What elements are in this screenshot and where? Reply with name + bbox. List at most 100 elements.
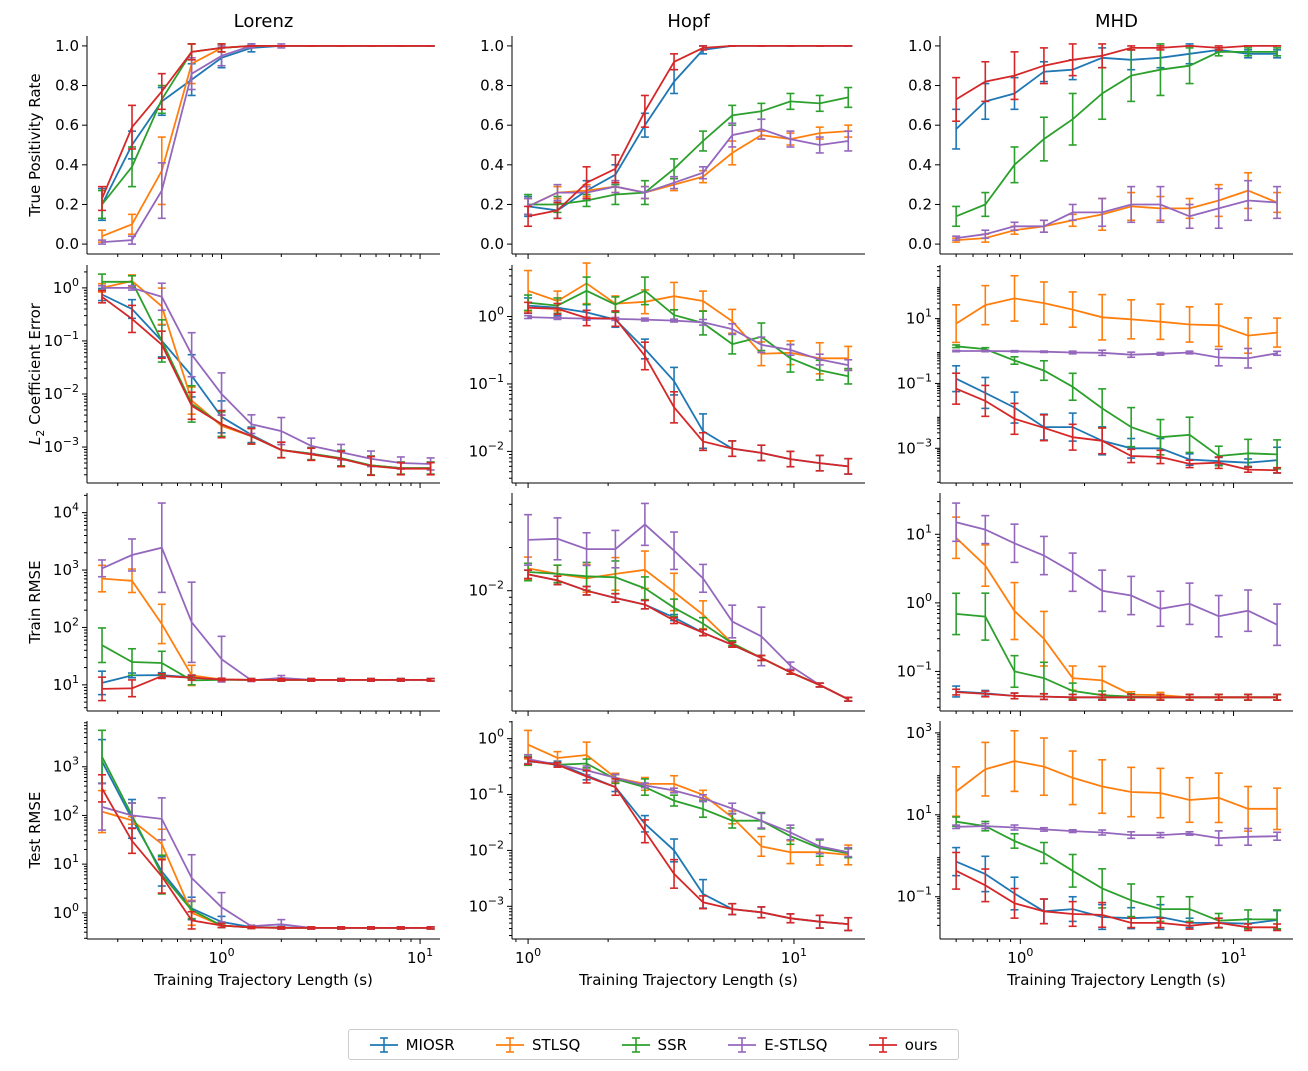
- tick-label: 100: [53, 901, 79, 922]
- legend-item-stlsq: STLSQ: [495, 1036, 580, 1054]
- series-line: [955, 820, 1278, 922]
- tick-label: 102: [53, 803, 79, 824]
- chart-panel: 101 100 10−1: [897, 493, 1293, 716]
- x-axis-label: Training Trajectory Length (s): [153, 971, 373, 989]
- series-line: [527, 573, 849, 701]
- series-line: [527, 760, 849, 855]
- tick-label: 0.2: [55, 195, 79, 213]
- y-axis-label: L2 Coefficient Error: [26, 302, 47, 445]
- series-e-stlsq: [524, 502, 853, 702]
- tick-label: 101: [781, 946, 807, 967]
- series-line: [955, 297, 1278, 337]
- series-e-stlsq: [952, 822, 1282, 847]
- series-line: [527, 573, 849, 701]
- y-axis-label: Test RMSE: [26, 792, 44, 870]
- tick-label: 10−3: [44, 435, 79, 456]
- tick-label: 0.2: [480, 195, 504, 213]
- series-line: [955, 48, 1278, 130]
- tick-label: 10−1: [897, 371, 932, 392]
- tick-label: 104: [53, 501, 79, 522]
- series-line: [527, 128, 849, 208]
- series-line: [528, 304, 849, 468]
- series-e-stlsq: [952, 179, 1282, 241]
- series-line: [955, 521, 1278, 626]
- series-line: [101, 296, 431, 470]
- tick-label: 10−2: [44, 382, 79, 403]
- legend-item-miosr: MIOSR: [369, 1036, 455, 1054]
- series-e-stlsq: [524, 314, 853, 372]
- tick-label: 10−2: [469, 439, 504, 460]
- series-ssr: [952, 43, 1282, 228]
- tick-label: 10−1: [897, 659, 932, 680]
- series-line: [955, 860, 1278, 925]
- series-line: [528, 571, 849, 701]
- series-line: [101, 280, 431, 470]
- series-line: [955, 387, 1278, 472]
- series-line: [955, 199, 1278, 239]
- tick-label: 0.4: [908, 156, 932, 174]
- tick-label: 0.6: [908, 116, 932, 134]
- series-line: [528, 523, 849, 701]
- chart-panel: 0.0 0.2 0.4 0.6 0.8 1.0 Hopf: [480, 11, 865, 259]
- series-ssr: [98, 273, 435, 476]
- panel-title: MHD: [1095, 11, 1138, 32]
- chart-panel: 0.0 0.2 0.4 0.6 0.8 1.0 Lorenz True Positivity …: [26, 11, 440, 259]
- series-stlsq: [952, 729, 1282, 832]
- series-line: [527, 130, 849, 208]
- series-line: [527, 282, 849, 360]
- series-line: [528, 96, 849, 206]
- series-line: [102, 286, 431, 465]
- tick-label: 100: [906, 591, 932, 612]
- chart-panel: 104 103 102 101 Train RMSE: [26, 493, 440, 716]
- series-line: [528, 306, 849, 468]
- tick-label: 0.8: [55, 77, 79, 95]
- series-line: [956, 613, 1278, 699]
- tick-label: 101: [1221, 946, 1247, 967]
- chart-panel: 100 10−1 10−2: [469, 262, 865, 488]
- series-ours: [952, 688, 1282, 701]
- series-ours: [952, 372, 1282, 474]
- legend-item-e-stlsq: E-STLSQ: [728, 1036, 828, 1054]
- legend-item-ssr: SSR: [621, 1035, 688, 1054]
- tick-label: 10−3: [897, 436, 932, 457]
- legend-item-ours: ours: [868, 1035, 938, 1054]
- series-line: [955, 51, 1278, 218]
- tick-label: 0.6: [55, 116, 79, 134]
- series-ssr: [524, 276, 853, 385]
- tick-label: 1.0: [908, 37, 932, 55]
- series-line: [101, 45, 431, 199]
- chart-panel: 100 101 103 102 101 100 Training Trajectory Le…: [26, 721, 440, 989]
- series-line: [527, 743, 849, 856]
- series-stlsq: [524, 729, 853, 866]
- series-line: [527, 45, 849, 212]
- series-miosr: [952, 365, 1282, 474]
- series-e-stlsq: [98, 282, 435, 471]
- panel-title: Hopf: [667, 11, 710, 32]
- tick-label: 0.8: [908, 77, 932, 95]
- tick-label: 101: [407, 946, 433, 967]
- series-ssr: [98, 627, 435, 686]
- series-miosr: [524, 297, 853, 475]
- series-line: [528, 289, 849, 378]
- tick-label: 103: [53, 755, 79, 776]
- series-line: [955, 537, 1278, 699]
- tick-label: 10−1: [44, 329, 79, 350]
- legend-label: ours: [904, 1035, 938, 1054]
- tick-label: 0.0: [55, 235, 79, 253]
- tick-label: 1.0: [480, 37, 504, 55]
- tick-label: 100: [53, 276, 79, 297]
- series-miosr: [98, 670, 435, 696]
- chart-panel: 100 101 100 10−1 10−2 10−3 Training Trajectory…: [469, 721, 865, 989]
- series-line: [527, 45, 849, 218]
- series-ours: [98, 43, 435, 212]
- series-line: [527, 760, 849, 925]
- tick-label: 10−1: [897, 885, 932, 906]
- series-ours: [952, 851, 1282, 932]
- tick-label: 0.4: [55, 156, 79, 174]
- legend-label: SSR: [657, 1035, 688, 1054]
- chart-panel: 0.0 0.2 0.4 0.6 0.8 1.0 MHD: [908, 11, 1293, 259]
- series-line: [101, 806, 431, 929]
- tick-label: 10−2: [469, 838, 504, 859]
- series-e-stlsq: [98, 43, 435, 245]
- series-line: [956, 345, 1278, 457]
